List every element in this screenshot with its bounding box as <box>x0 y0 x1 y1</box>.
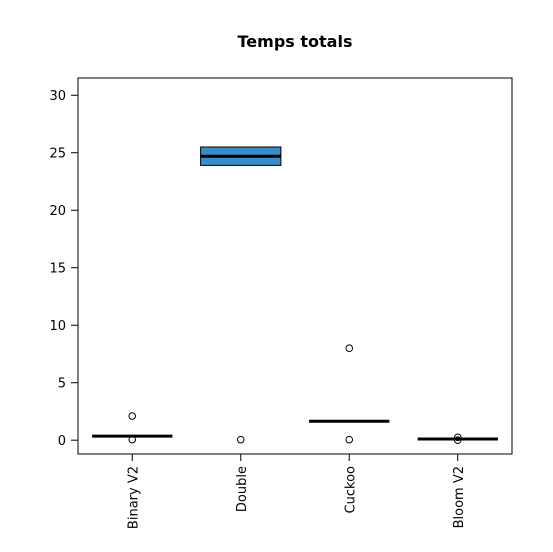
box-binary-v2 <box>92 412 173 444</box>
y-axis: 0 5 10 15 20 25 30 <box>49 89 79 449</box>
x-tick-label: Double <box>235 466 250 512</box>
y-tick-label: 0 <box>58 434 66 449</box>
plot-frame <box>77 77 513 455</box>
x-tick-label: Bloom V2 <box>452 466 467 528</box>
x-tick-label: Binary V2 <box>126 466 141 529</box>
y-tick-label: 15 <box>49 262 66 277</box>
box-double <box>200 146 282 444</box>
outlier-point <box>128 412 137 420</box>
outlier-point <box>345 435 354 444</box>
outlier-point <box>453 436 462 445</box>
box-cuckoo <box>309 344 390 444</box>
outlier-point <box>345 344 354 353</box>
y-tick-label: 10 <box>49 319 66 334</box>
boxes-layer <box>92 146 498 445</box>
box-bloom-v2 <box>417 433 498 445</box>
outlier-point <box>236 435 245 444</box>
chart-title: Temps totals <box>238 32 353 51</box>
y-tick-label: 25 <box>49 147 66 162</box>
outlier-point <box>453 433 462 442</box>
outlier-point <box>128 435 137 444</box>
x-axis: Binary V2 Double Cuckoo Bloom V2 <box>126 453 467 529</box>
y-tick-label: 5 <box>58 377 66 392</box>
y-tick-label: 20 <box>49 204 66 219</box>
y-tick-label: 30 <box>49 89 66 104</box>
x-tick-label: Cuckoo <box>343 466 358 513</box>
